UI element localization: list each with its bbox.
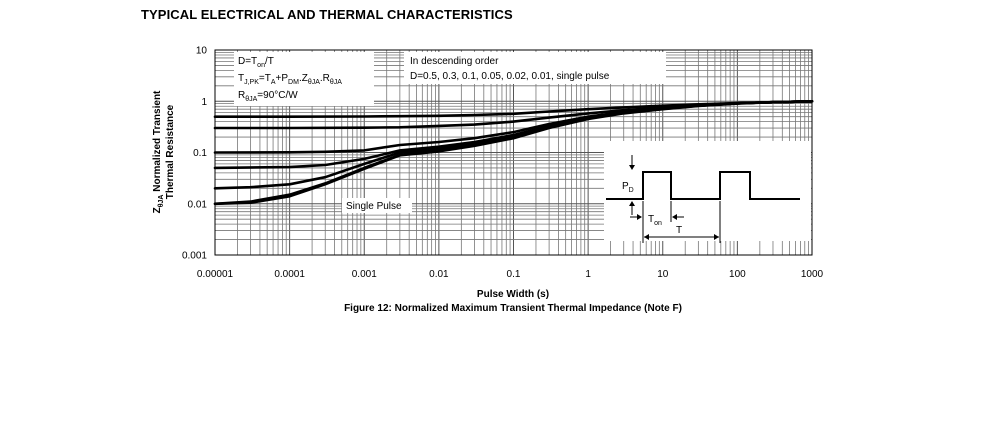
y-axis-title-line2: Thermal Resistance (165, 104, 176, 199)
ton-label: Ton (648, 214, 662, 227)
series-line-single-pulse (213, 100, 814, 206)
x-tick-label: 0.01 (429, 269, 449, 280)
period-arrowhead-right (714, 234, 719, 240)
x-tick-label: 0.001 (352, 269, 377, 280)
y-tick-label: 0.1 (193, 148, 207, 159)
y-axis-title: ZθJA Normalized Transient Thermal Resist… (152, 90, 176, 213)
x-tick-label: 1 (585, 269, 591, 280)
note-right-background (404, 52, 666, 84)
ton-arrowhead-right (672, 214, 677, 220)
single-pulse-label: Single Pulse (346, 201, 402, 212)
y-tick-label: 0.01 (188, 199, 208, 210)
y-tick-label: 0.001 (182, 251, 207, 262)
x-tick-label: 0.00001 (197, 269, 234, 280)
x-tick-label: 1000 (801, 269, 824, 280)
note-junction-formula: TJ,PK=TA+PDM.ZθJA.RθJA (238, 73, 342, 86)
period-label: T (676, 225, 682, 236)
note-left-background (234, 52, 374, 106)
ton-arrowhead-left (637, 214, 642, 220)
pd-label: PD (622, 181, 634, 194)
section-title: TYPICAL ELECTRICAL AND THERMAL CHARACTER… (141, 7, 513, 22)
x-tick-label: 0.0001 (274, 269, 305, 280)
y-tick-label: 1 (201, 97, 207, 108)
period-arrowhead-left (644, 234, 649, 240)
series-layer (213, 100, 814, 206)
single-pulse-callout: Single Pulse (342, 198, 412, 213)
pd-arrowhead-top (629, 165, 635, 170)
pulse-inset-background (604, 141, 811, 241)
x-axis-title: Pulse Width (s) (477, 289, 549, 300)
note-duty-list: D=0.5, 0.3, 0.1, 0.05, 0.02, 0.01, singl… (410, 71, 610, 82)
note-order: In descending order (410, 56, 499, 67)
note-right-box: In descending order D=0.5, 0.3, 0.1, 0.0… (404, 52, 666, 84)
single-pulse-label-bg (342, 198, 412, 213)
note-left-box: D=Ton/T TJ,PK=TA+PDM.ZθJA.RθJA RθJA=90°C… (234, 52, 374, 106)
note-thermal-resistance: RθJA=90°C/W (238, 90, 298, 103)
y-axis-title-line1: ZθJA Normalized Transient (152, 90, 165, 213)
x-tick-label: 100 (729, 269, 746, 280)
x-tick-label: 10 (657, 269, 669, 280)
pulse-inset: PD Ton T (604, 141, 811, 243)
y-tick-label: 10 (196, 46, 208, 57)
x-tick-label: 0.1 (507, 269, 521, 280)
figure-caption: Figure 12: Normalized Maximum Transient … (344, 303, 682, 314)
pulse-waveform (606, 171, 800, 200)
tick-labels: 0.00001 0.0001 0.001 0.01 0.1 1 10 100 1000 0.001… (182, 46, 824, 281)
note-duty-formula: D=Ton/T (238, 56, 274, 69)
pd-arrowhead-bottom (629, 201, 635, 206)
